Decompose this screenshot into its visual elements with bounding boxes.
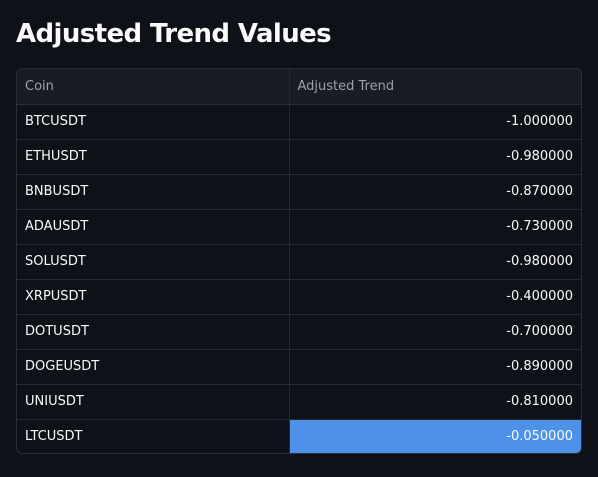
coin-cell[interactable]: BNBUSDT [17, 174, 289, 210]
column-header-adjusted-trend[interactable]: Adjusted Trend [288, 69, 581, 105]
table-row: LTCUSDT -0.050000 [17, 419, 581, 453]
adjusted-trend-cell[interactable]: -0.980000 [288, 139, 581, 175]
coin-cell[interactable]: ETHUSDT [17, 139, 289, 175]
coin-cell[interactable]: BTCUSDT [17, 104, 289, 140]
adjusted-trend-cell[interactable]: -0.890000 [288, 349, 581, 385]
adjusted-trend-cell[interactable]: -1.000000 [288, 104, 581, 140]
coin-cell[interactable]: UNIUSDT [17, 384, 289, 420]
table-row: SOLUSDT -0.980000 [17, 244, 581, 280]
adjusted-trend-cell[interactable]: -0.400000 [288, 279, 581, 315]
table-row: ETHUSDT -0.980000 [17, 139, 581, 175]
adjusted-trend-cell[interactable]: -0.050000 [288, 419, 581, 453]
table-row: BNBUSDT -0.870000 [17, 174, 581, 210]
table-row: BTCUSDT -1.000000 [17, 104, 581, 140]
coin-cell[interactable]: LTCUSDT [25, 429, 83, 445]
coin-cell[interactable]: DOTUSDT [17, 314, 289, 350]
coin-cell[interactable]: DOGEUSDT [17, 349, 289, 385]
page-title: Adjusted Trend Values [16, 19, 332, 49]
coin-cell[interactable]: ADAUSDT [17, 209, 289, 245]
table-row: DOGEUSDT -0.890000 [17, 349, 581, 385]
adjusted-trend-cell[interactable]: -0.810000 [288, 384, 581, 420]
table-row: UNIUSDT -0.810000 [17, 384, 581, 420]
column-header-coin[interactable]: Coin [17, 69, 289, 105]
adjusted-trend-cell[interactable]: -0.870000 [288, 174, 581, 210]
adjusted-trend-cell[interactable]: -0.980000 [288, 244, 581, 280]
table-header-row: Coin Adjusted Trend [17, 69, 581, 105]
adjusted-trend-cell[interactable]: -0.700000 [288, 314, 581, 350]
table-row: DOTUSDT -0.700000 [17, 314, 581, 350]
data-table[interactable]: Coin Adjusted Trend BTCUSDT -1.000000 ET… [16, 68, 582, 454]
table-row: ADAUSDT -0.730000 [17, 209, 581, 245]
adjusted-trend-cell[interactable]: -0.730000 [288, 209, 581, 245]
table-row: XRPUSDT -0.400000 [17, 279, 581, 315]
coin-cell[interactable]: XRPUSDT [17, 279, 289, 315]
coin-cell[interactable]: SOLUSDT [17, 244, 289, 280]
